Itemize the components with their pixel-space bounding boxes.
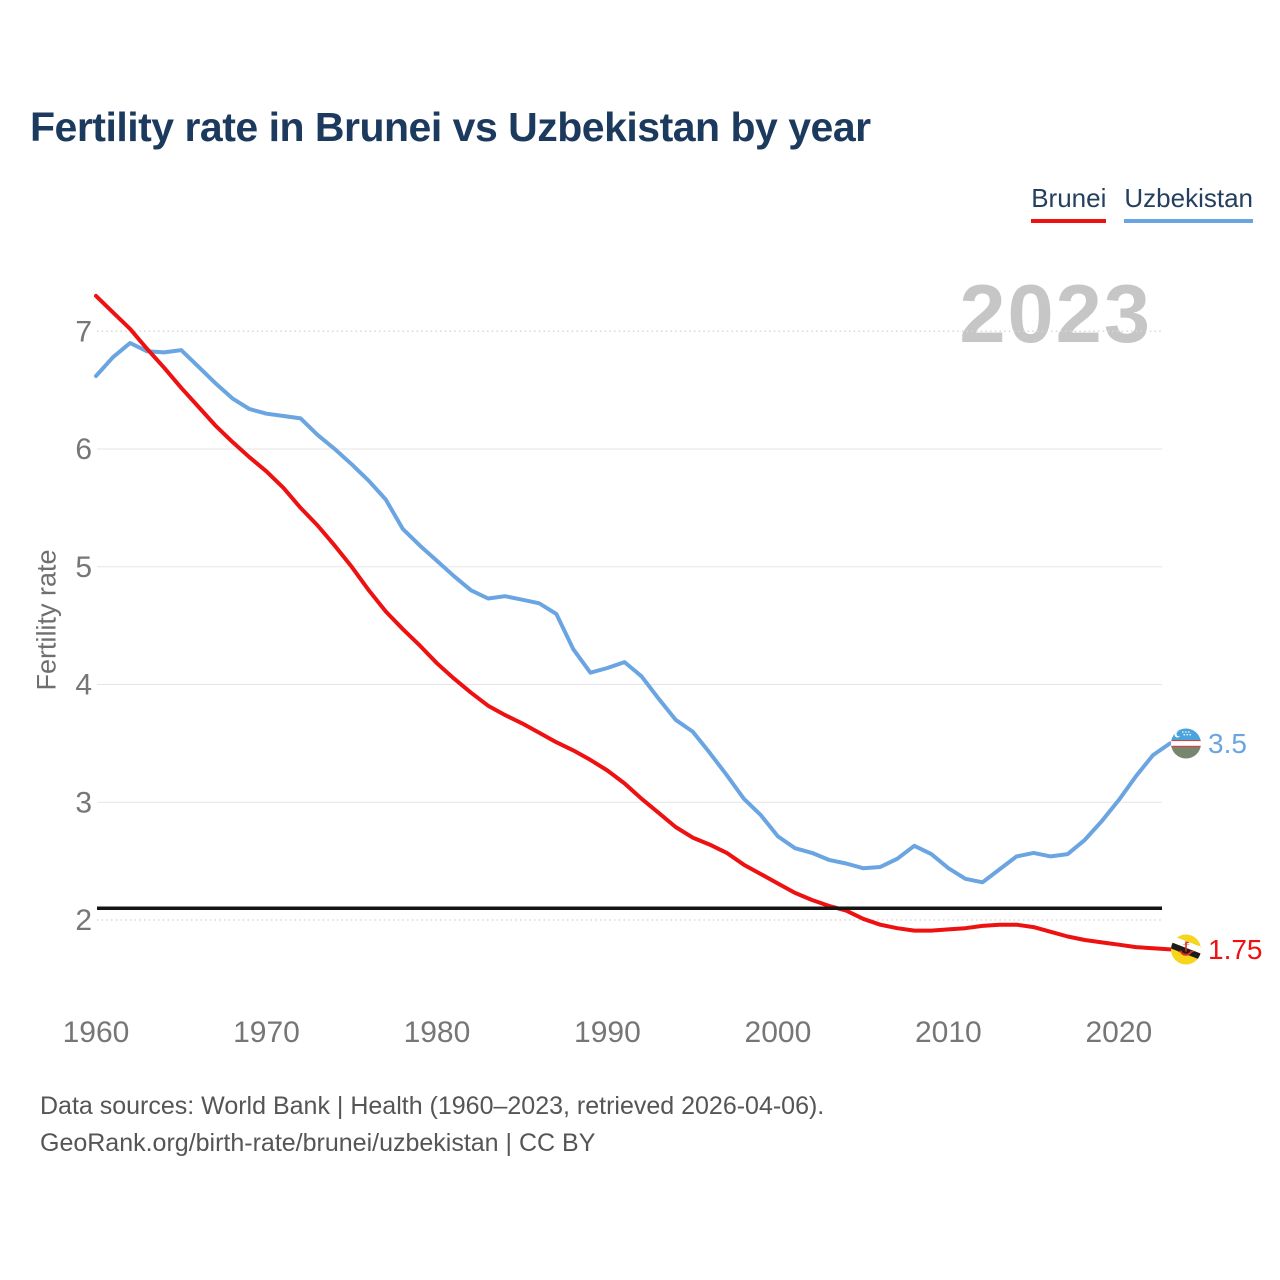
footer-data-sources: Data sources: World Bank | Health (1960–… [40,1092,825,1120]
brunei-flag-crest [1178,941,1194,956]
x-tick-labels-group: 1960 1970 1980 1990 2000 2010 2020 [63,1016,1153,1049]
legend-item-uzbekistan[interactable]: Uzbekistan [1124,183,1253,223]
y-tick-label-5: 5 [75,551,92,584]
x-tick-label-2020: 2020 [1085,1016,1152,1049]
uzbekistan-flag-white-band [1171,741,1201,746]
uzbekistan-end-value: 3.5 [1208,728,1247,759]
uzbekistan-flag-crescent-cut [1176,731,1182,737]
uzbekistan-flag-blue-band [1171,728,1201,740]
footer: Data sources: World Bank | Health (1960–… [40,1088,824,1162]
page-title: Fertility rate in Brunei vs Uzbekistan b… [30,104,871,150]
brunei-flag-icon [1171,934,1201,965]
footer-attribution: GeoRank.org/birth-rate/brunei/uzbekistan… [40,1129,596,1157]
x-tick-label-1960: 1960 [63,1016,130,1049]
x-tick-label-1970: 1970 [233,1016,300,1049]
uzbekistan-series-line[interactable] [94,341,1172,885]
y-tick-label-4: 4 [75,669,92,702]
uzbekistan-flag-green-band [1171,747,1201,759]
year-watermark: 2023 [959,267,1152,360]
x-tick-label-2000: 2000 [745,1016,812,1049]
y-tick-label-3: 3 [75,786,92,819]
uzbekistan-flag-red-stripe-bottom [1171,745,1201,747]
y-tick-label-2: 2 [75,904,92,937]
brunei-end-value: 1.75 [1208,934,1263,965]
brunei-series-line[interactable] [94,293,1172,952]
y-tick-label-6: 6 [75,433,92,466]
x-tick-label-1980: 1980 [404,1016,471,1049]
y-tick-labels-group: 7 6 5 4 3 2 [75,315,92,937]
series-lines-group [94,293,1172,952]
legend-item-brunei[interactable]: Brunei [1031,183,1107,223]
uzbekistan-flag-stars [1182,731,1191,736]
x-tick-label-1990: 1990 [574,1016,641,1049]
uzbekistan-flag-red-stripe-top [1171,740,1201,742]
gridlines-group [97,330,1162,921]
legend: Brunei Uzbekistan [1031,183,1253,223]
x-tick-label-2010: 2010 [915,1016,982,1049]
y-tick-label-7: 7 [75,315,92,348]
uzbekistan-flag-icon [1171,728,1201,759]
